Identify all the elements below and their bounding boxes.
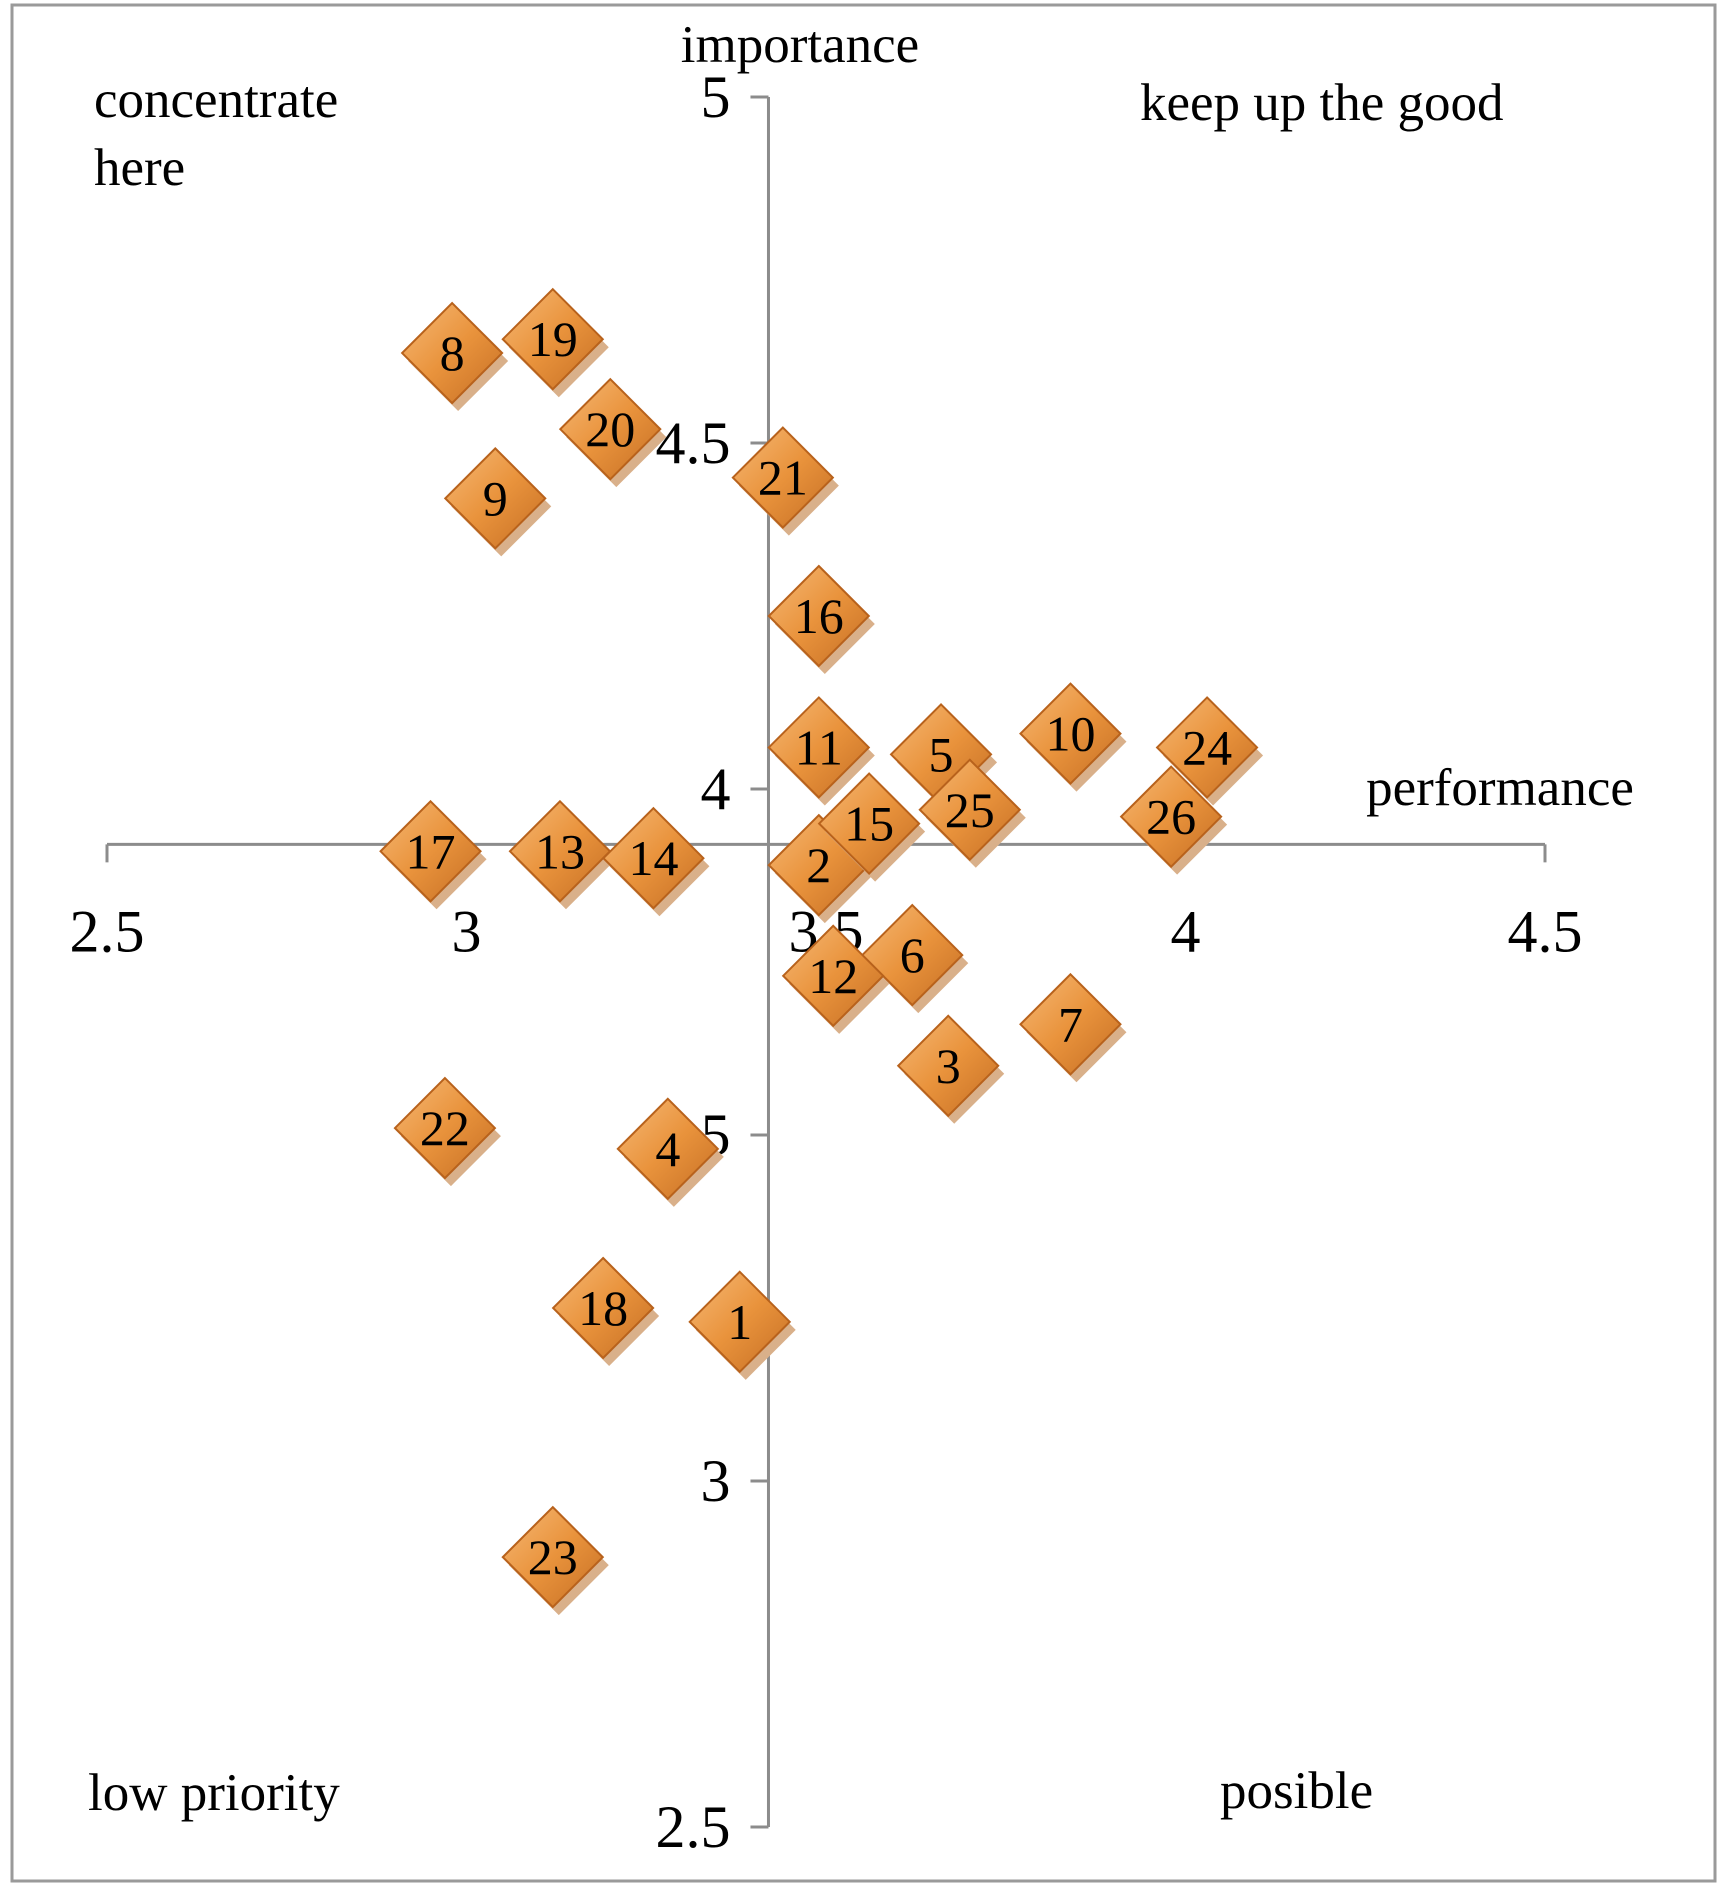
data-point: 1: [688, 1270, 796, 1380]
data-point-marker: [508, 799, 612, 903]
quadrant-label-top-right: keep up the good: [1140, 74, 1504, 132]
data-point: 17: [379, 799, 487, 910]
data-point-label: 21: [758, 450, 808, 506]
chart-frame: [10, 3, 1717, 1883]
data-point-label: 6: [900, 927, 925, 983]
data-point-marker: [443, 446, 547, 550]
quadrant-label-bottom-right: posible: [1220, 1762, 1373, 1820]
data-point-marker: [918, 758, 1022, 862]
data-point: 16: [767, 564, 875, 674]
data-point-label: 12: [808, 948, 858, 1004]
data-point: 21: [731, 426, 839, 536]
data-point: 8: [400, 301, 509, 412]
data-point-marker: [400, 301, 504, 405]
data-point-label: 26: [1146, 789, 1196, 845]
y-tick-label: 2.5: [655, 1794, 730, 1860]
y-axis-title: importance: [681, 16, 919, 74]
x-axis-title: performance: [1366, 759, 1634, 817]
quadrant-labels: concentrate here keep up the good low pr…: [88, 71, 1504, 1822]
data-point: 18: [551, 1256, 660, 1366]
data-point-marker: [501, 287, 605, 391]
data-point-label: 2: [806, 837, 831, 893]
y-tick-label: 5: [700, 64, 730, 130]
data-point: 15: [817, 772, 926, 882]
data-point-label: 18: [578, 1280, 628, 1336]
data-point-label: 17: [406, 823, 456, 879]
data-point-label: 7: [1058, 996, 1083, 1052]
data-point-label: 15: [844, 796, 894, 852]
data-point-label: 16: [794, 588, 844, 644]
data-point: 14: [602, 806, 710, 917]
data-point-marker: [393, 1076, 497, 1180]
data-point-label: 14: [628, 830, 678, 886]
data-point-marker: [767, 696, 871, 799]
quadrant-label-top-left-line-1: concentrate: [94, 71, 338, 129]
data-point-marker: [688, 1270, 792, 1374]
y-tick-label: 4.5: [655, 410, 730, 476]
data-point-marker: [1155, 696, 1259, 799]
data-point: 9: [443, 446, 552, 557]
data-point: 12: [781, 924, 890, 1034]
data-point-label: 8: [440, 325, 465, 381]
data-point-label: 11: [795, 719, 843, 775]
data-point: 13: [508, 799, 616, 910]
data-point-marker: [1019, 682, 1122, 786]
data-point: 24: [1155, 696, 1264, 806]
data-point-marker: [896, 1014, 1000, 1118]
data-point-marker: [379, 799, 482, 903]
data-point: 26: [1119, 765, 1228, 875]
quadrant-label-bottom-left: low priority: [88, 1764, 340, 1822]
data-point: 20: [558, 377, 667, 488]
data-point: 7: [1019, 972, 1127, 1083]
data-point: 11: [767, 696, 875, 806]
y-tick-label: 4: [700, 756, 730, 822]
data-point-marker: [781, 924, 885, 1028]
data-point-label: 20: [585, 401, 635, 457]
data-point: 25: [918, 758, 1026, 868]
quadrant-label-top-left-line-2: here: [94, 139, 185, 197]
data-point-marker: [602, 806, 705, 910]
x-tick-label: 3: [452, 898, 482, 964]
data-point: 22: [393, 1076, 501, 1187]
data-point-label: 24: [1182, 719, 1232, 775]
data-point-marker: [558, 377, 662, 481]
data-point-marker: [551, 1256, 655, 1360]
data-point: 3: [896, 1014, 1005, 1124]
data-point-label: 4: [655, 1121, 680, 1177]
x-tick-label: 2.5: [70, 898, 145, 964]
data-point: 23: [501, 1505, 609, 1616]
data-point-label: 25: [945, 782, 995, 838]
data-point-marker: [1019, 972, 1122, 1076]
data-point: 4: [616, 1097, 724, 1207]
data-point: 19: [501, 287, 609, 398]
data-point-label: 5: [929, 726, 954, 782]
y-tick-label: 3: [700, 1448, 730, 1514]
data-point-marker: [860, 903, 964, 1007]
data-point-label: 1: [727, 1294, 752, 1350]
data-point-marker: [1119, 765, 1223, 869]
data-point-label: 23: [528, 1529, 578, 1585]
data-point-marker: [817, 772, 921, 876]
data-point-label: 9: [483, 470, 508, 526]
data-point-label: 10: [1045, 706, 1095, 762]
x-tick-label: 4.5: [1508, 898, 1583, 964]
x-tick-label: 4: [1171, 898, 1201, 964]
data-point-marker: [731, 426, 835, 530]
data-point-marker: [767, 564, 871, 668]
data-point-label: 22: [420, 1100, 470, 1156]
data-point: 6: [860, 903, 969, 1014]
data-point: 10: [1019, 682, 1127, 792]
data-point-label: 13: [535, 823, 585, 879]
data-point-label: 19: [528, 311, 578, 367]
data-point-marker: [501, 1505, 605, 1609]
data-point-label: 3: [936, 1038, 961, 1094]
data-point-marker: [616, 1097, 720, 1201]
